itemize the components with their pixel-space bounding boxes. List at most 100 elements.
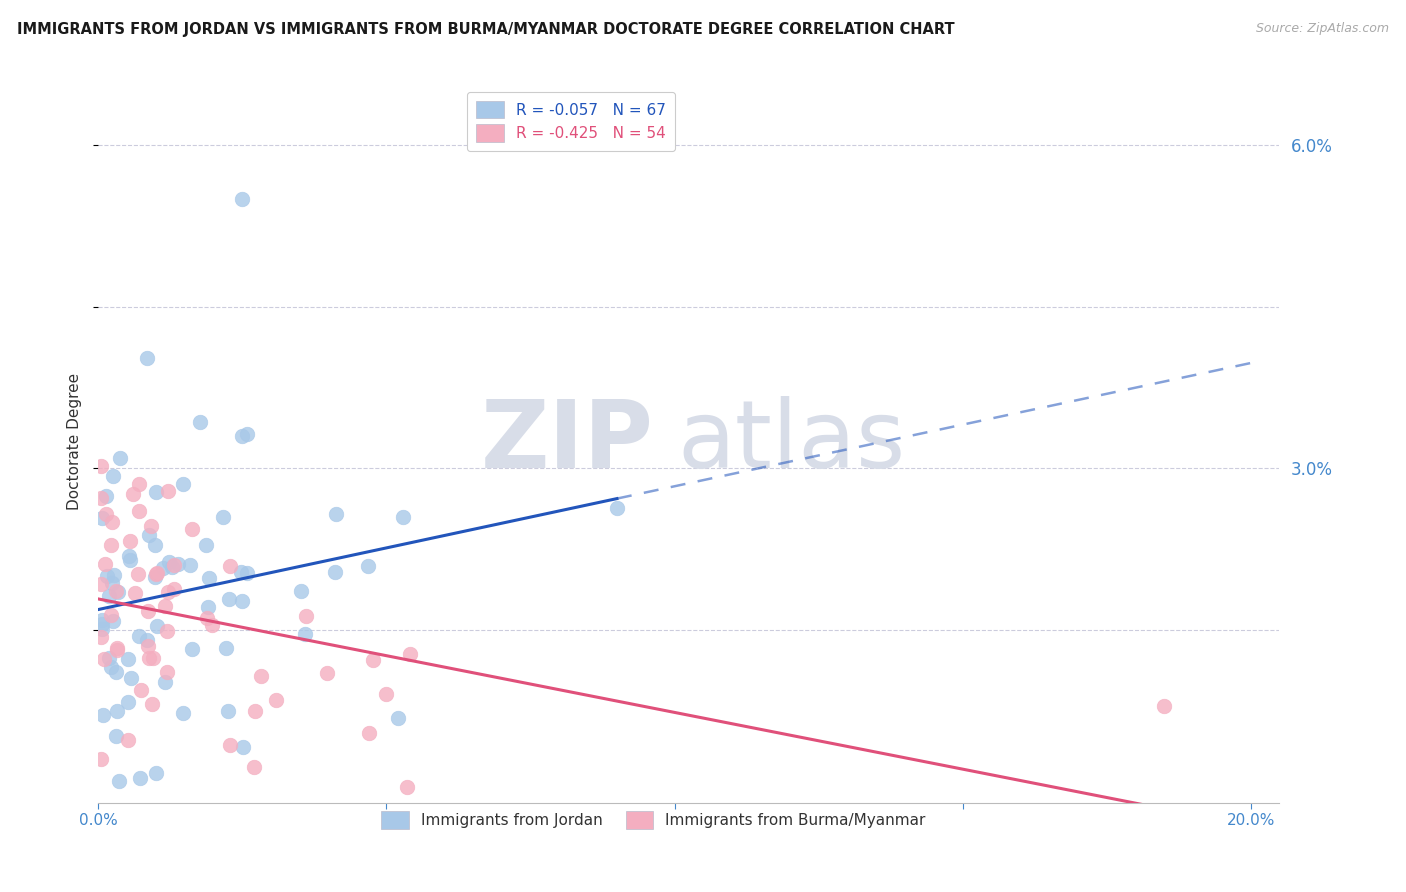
- Point: [197, 600, 219, 615]
- Point: [103, 568, 125, 582]
- Point: [295, 609, 318, 624]
- Point: [98, 651, 121, 665]
- Point: [136, 639, 159, 653]
- Point: [219, 738, 242, 752]
- Point: [91, 616, 114, 631]
- Point: [197, 611, 219, 625]
- Point: [105, 665, 128, 679]
- Point: [138, 528, 160, 542]
- Point: [392, 510, 415, 524]
- Point: [198, 571, 221, 585]
- Point: [156, 624, 179, 638]
- Point: [90, 491, 112, 505]
- Point: [90, 458, 112, 473]
- Point: [250, 668, 273, 682]
- Point: [101, 576, 124, 591]
- Point: [201, 618, 224, 632]
- Point: [375, 687, 398, 701]
- Point: [91, 708, 114, 723]
- Point: [94, 557, 117, 571]
- Point: [117, 732, 139, 747]
- Text: ZIP: ZIP: [481, 395, 654, 488]
- Point: [145, 567, 167, 582]
- Point: [117, 695, 139, 709]
- Point: [145, 619, 167, 633]
- Point: [606, 500, 628, 515]
- Point: [90, 511, 112, 525]
- Point: [232, 739, 254, 754]
- Text: IMMIGRANTS FROM JORDAN VS IMMIGRANTS FROM BURMA/MYANMAR DOCTORATE DEGREE CORRELA: IMMIGRANTS FROM JORDAN VS IMMIGRANTS FRO…: [17, 22, 955, 37]
- Point: [108, 774, 131, 789]
- Point: [138, 650, 160, 665]
- Point: [294, 627, 316, 641]
- Point: [107, 704, 129, 718]
- Point: [105, 730, 128, 744]
- Point: [120, 671, 142, 685]
- Point: [124, 586, 146, 600]
- Point: [361, 653, 384, 667]
- Point: [100, 660, 122, 674]
- Point: [117, 549, 139, 563]
- Point: [236, 566, 259, 581]
- Point: [231, 192, 253, 206]
- Point: [118, 553, 141, 567]
- Point: [179, 558, 201, 572]
- Point: [129, 683, 152, 698]
- Point: [104, 584, 127, 599]
- Point: [103, 469, 125, 483]
- Point: [156, 665, 179, 679]
- Point: [117, 652, 139, 666]
- Point: [155, 674, 177, 689]
- Point: [145, 485, 167, 500]
- Point: [153, 599, 176, 613]
- Point: [139, 519, 162, 533]
- Point: [357, 559, 380, 574]
- Point: [143, 538, 166, 552]
- Point: [145, 566, 167, 580]
- Point: [122, 487, 145, 501]
- Point: [97, 590, 120, 604]
- Point: [212, 509, 235, 524]
- Text: Source: ZipAtlas.com: Source: ZipAtlas.com: [1256, 22, 1389, 36]
- Point: [143, 570, 166, 584]
- Point: [219, 558, 242, 573]
- Point: [107, 585, 129, 599]
- Point: [90, 577, 112, 591]
- Point: [245, 704, 267, 718]
- Point: [167, 558, 190, 572]
- Point: [357, 726, 380, 740]
- Point: [1153, 698, 1175, 713]
- Point: [323, 566, 346, 580]
- Point: [135, 633, 157, 648]
- Point: [188, 415, 211, 429]
- Point: [100, 538, 122, 552]
- Point: [316, 666, 339, 681]
- Point: [160, 560, 183, 574]
- Y-axis label: Doctorate Degree: Doctorate Degree: [67, 373, 83, 510]
- Point: [136, 604, 159, 618]
- Point: [91, 613, 114, 627]
- Legend: Immigrants from Jordan, Immigrants from Burma/Myanmar: Immigrants from Jordan, Immigrants from …: [375, 805, 932, 835]
- Point: [214, 640, 236, 655]
- Point: [398, 647, 420, 661]
- Point: [264, 693, 287, 707]
- Point: [96, 569, 118, 583]
- Point: [162, 582, 184, 597]
- Point: [90, 752, 112, 766]
- Point: [100, 607, 122, 622]
- Point: [231, 428, 253, 442]
- Point: [128, 476, 150, 491]
- Point: [243, 759, 266, 773]
- Point: [145, 765, 167, 780]
- Point: [231, 594, 253, 608]
- Point: [396, 780, 419, 794]
- Point: [325, 508, 347, 522]
- Point: [218, 592, 240, 607]
- Point: [129, 771, 152, 785]
- Point: [120, 534, 142, 549]
- Point: [101, 515, 124, 529]
- Point: [101, 614, 124, 628]
- Text: atlas: atlas: [678, 395, 905, 488]
- Point: [236, 426, 259, 441]
- Point: [94, 489, 117, 503]
